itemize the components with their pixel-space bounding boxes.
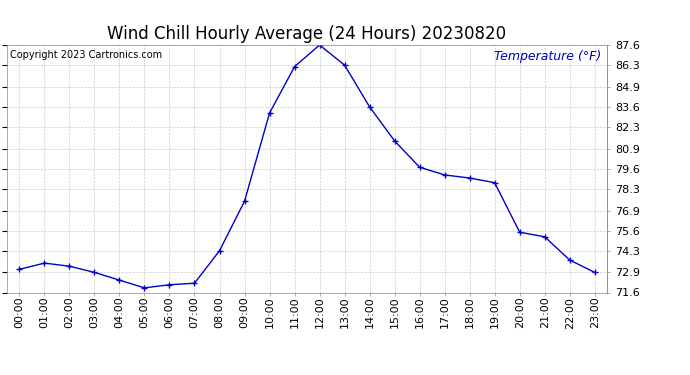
- Title: Wind Chill Hourly Average (24 Hours) 20230820: Wind Chill Hourly Average (24 Hours) 202…: [108, 26, 506, 44]
- Text: Temperature (°F): Temperature (°F): [494, 50, 601, 63]
- Text: Copyright 2023 Cartronics.com: Copyright 2023 Cartronics.com: [10, 50, 162, 60]
